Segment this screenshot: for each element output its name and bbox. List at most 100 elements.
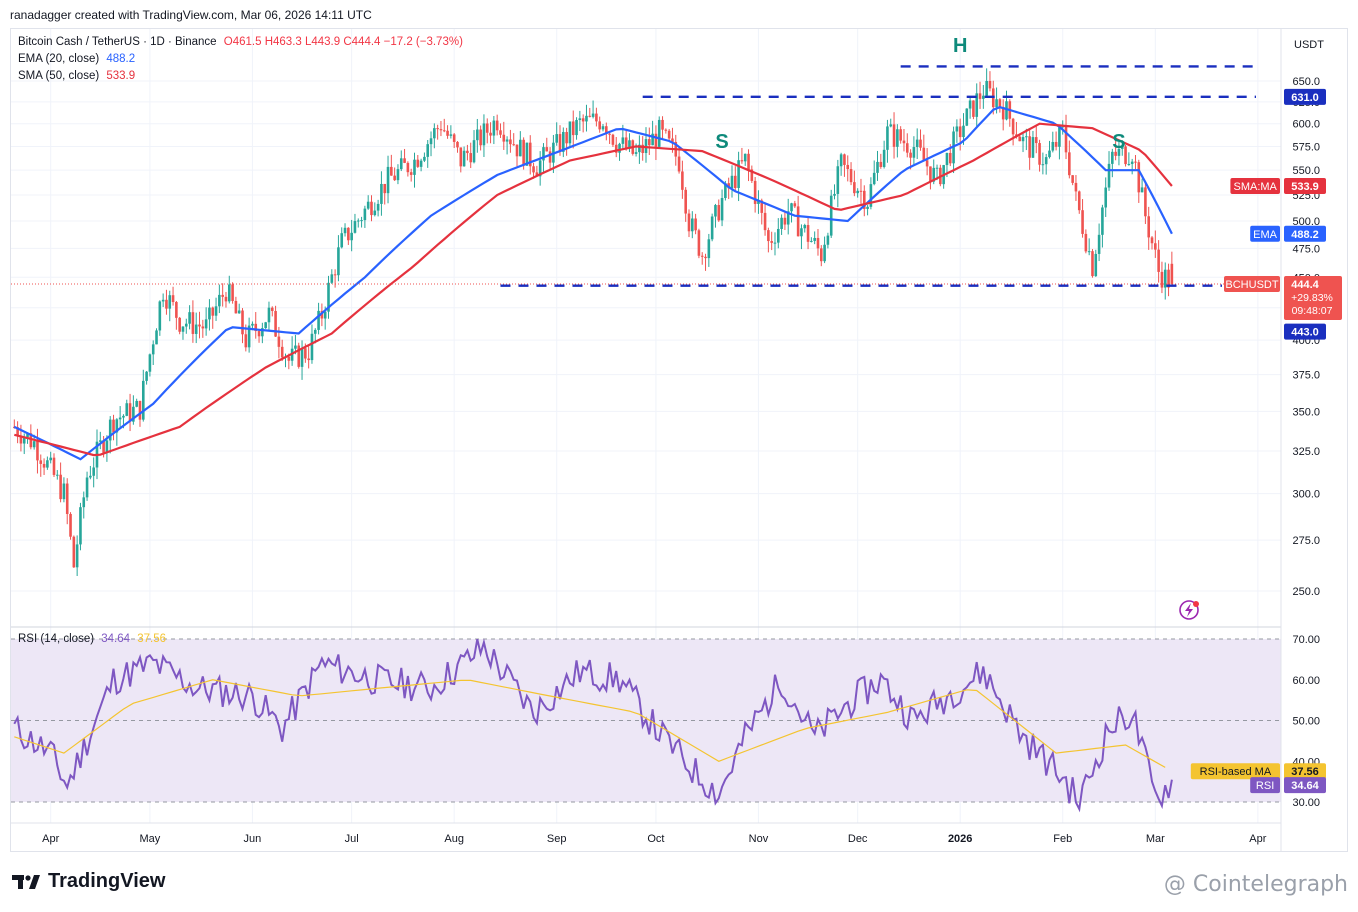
rsi-ma-legend-value: 37.56 bbox=[137, 633, 167, 645]
candle-body bbox=[327, 282, 330, 312]
candle-body bbox=[902, 140, 906, 144]
candle-body bbox=[793, 203, 797, 207]
alert-icon[interactable] bbox=[1179, 600, 1199, 620]
tradingview-logo[interactable]: TradingView bbox=[12, 870, 165, 893]
time-tick-label: Aug bbox=[444, 833, 464, 845]
candle-body bbox=[317, 310, 320, 330]
candle-body bbox=[237, 310, 241, 314]
candle-body bbox=[581, 118, 585, 122]
candle-body bbox=[849, 169, 853, 183]
candle-body bbox=[548, 151, 552, 163]
candle-body bbox=[714, 205, 717, 217]
candle-body bbox=[657, 119, 661, 147]
time-axis[interactable]: Apr May Jun Jul Aug Sep Oct Nov Dec 2026 Feb Mar Apr bbox=[42, 833, 1267, 845]
candle-body bbox=[955, 126, 959, 132]
ema-20-line bbox=[13, 106, 1173, 461]
candle-body bbox=[1127, 163, 1131, 165]
candle-body bbox=[872, 172, 876, 185]
rsi-tick-label: 30.00 bbox=[1292, 797, 1320, 809]
ema-legend[interactable]: EMA (20, close) 488.2 bbox=[18, 53, 135, 65]
candle-body bbox=[889, 124, 893, 127]
candle-body bbox=[585, 115, 588, 122]
candle-body bbox=[823, 244, 826, 262]
candle-body bbox=[1018, 136, 1022, 142]
price-change: +29.83% bbox=[1291, 292, 1333, 304]
time-tick-label: Dec bbox=[848, 833, 868, 845]
candle-body bbox=[469, 153, 473, 163]
candle-body bbox=[234, 300, 238, 314]
candle-body bbox=[224, 296, 228, 302]
candle-body bbox=[515, 144, 519, 157]
candle-body bbox=[568, 121, 572, 144]
rsi-legend[interactable]: RSI (14, close) 34.64 37.56 bbox=[18, 633, 166, 645]
sma-50-line bbox=[14, 122, 1173, 457]
candle-body bbox=[909, 152, 912, 158]
candle-body bbox=[1097, 234, 1101, 254]
candle-body bbox=[297, 345, 301, 367]
price-tick-label: 350.0 bbox=[1292, 406, 1320, 418]
sma-legend[interactable]: SMA (50, close) 533.9 bbox=[18, 70, 135, 82]
price-axis[interactable]: 650.0625.0600.0575.0550.0525.0500.0475.0… bbox=[1292, 39, 1324, 598]
candle-body bbox=[595, 113, 598, 122]
candle-body bbox=[614, 144, 618, 153]
candle-body bbox=[806, 225, 810, 242]
candle-body bbox=[919, 139, 922, 148]
candle-body bbox=[843, 154, 846, 165]
candle-body bbox=[575, 120, 578, 136]
time-tick-label: Mar bbox=[1146, 833, 1165, 845]
candle-body bbox=[208, 307, 211, 320]
currency-label[interactable]: USDT bbox=[1294, 39, 1324, 51]
pattern-annotations: S H S bbox=[715, 35, 1125, 153]
candle-body bbox=[85, 477, 89, 498]
candle-body bbox=[56, 474, 59, 476]
candle-body bbox=[145, 371, 148, 381]
brand-name: TradingView bbox=[48, 870, 166, 892]
candle-body bbox=[803, 225, 807, 229]
candle-body bbox=[634, 152, 638, 154]
candle-body bbox=[555, 134, 559, 143]
candle-body bbox=[49, 457, 52, 461]
candle-body bbox=[1157, 249, 1160, 272]
price-tick-label: 650.0 bbox=[1292, 76, 1320, 88]
ohlc-values: O461.5 H463.3 L443.9 C444.4 −17.2 (−3.73… bbox=[223, 36, 463, 48]
rsi-ma-badge-tag: RSI-based MA bbox=[1200, 766, 1272, 778]
candle-body bbox=[350, 232, 353, 241]
candle-body bbox=[869, 184, 873, 207]
candle-body bbox=[132, 406, 135, 422]
ema-badge-tag: EMA bbox=[1253, 229, 1278, 241]
chart-frame bbox=[10, 28, 1348, 852]
candle-body bbox=[882, 149, 886, 167]
candle-body bbox=[1170, 263, 1174, 284]
bar-countdown: 09:48:07 bbox=[1292, 305, 1333, 317]
candle-body bbox=[509, 139, 512, 145]
candle-body bbox=[1117, 148, 1121, 156]
candle-body bbox=[241, 310, 244, 335]
rsi-ma-badge-tag-bg bbox=[1190, 763, 1280, 780]
rsi-badge-value: 34.64 bbox=[1291, 780, 1319, 792]
candle-body bbox=[786, 211, 790, 225]
candle-body bbox=[975, 93, 979, 117]
ema-badge-value-bg bbox=[1284, 225, 1326, 242]
candle-body bbox=[1144, 187, 1147, 217]
candle-body bbox=[92, 467, 95, 476]
time-tick-label: Apr bbox=[1249, 833, 1266, 845]
candle-body bbox=[254, 323, 258, 332]
price-tick-label: 300.0 bbox=[1292, 489, 1320, 501]
candle-body bbox=[915, 139, 919, 148]
candle-body bbox=[175, 302, 178, 318]
price-tick-label: 550.0 bbox=[1292, 165, 1320, 177]
candle-body bbox=[816, 237, 820, 249]
candle-body bbox=[912, 147, 916, 158]
candle-body bbox=[429, 138, 433, 145]
candle-body bbox=[446, 130, 449, 136]
symbol-name: Bitcoin Cash / TetherUS · 1D · Binance bbox=[18, 36, 217, 48]
candle-body bbox=[535, 172, 539, 177]
candle-body bbox=[932, 167, 936, 182]
candle-body bbox=[39, 460, 43, 464]
candle-body bbox=[89, 475, 92, 478]
candle-body bbox=[710, 216, 714, 240]
candle-body bbox=[661, 119, 664, 130]
candle-body bbox=[747, 153, 750, 170]
candle-body bbox=[191, 312, 195, 334]
